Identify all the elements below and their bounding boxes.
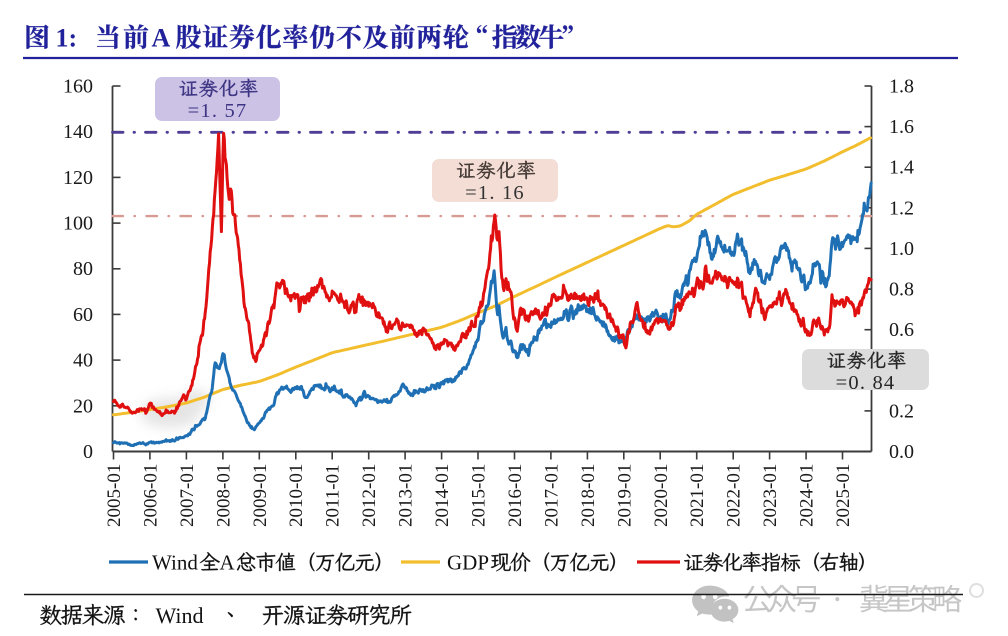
svg-text:2009-01: 2009-01 (250, 464, 271, 527)
svg-text:2025-01: 2025-01 (833, 464, 854, 527)
svg-text:1.2: 1.2 (889, 197, 914, 219)
svg-text:1:: 1: (56, 24, 78, 53)
svg-text:2011-01: 2011-01 (323, 464, 344, 527)
svg-text:2006-01: 2006-01 (140, 464, 161, 527)
svg-text:2008-01: 2008-01 (213, 464, 234, 527)
svg-text:0: 0 (83, 441, 93, 463)
svg-text:2016-01: 2016-01 (505, 464, 526, 527)
svg-text:2023-01: 2023-01 (760, 464, 781, 527)
svg-text:2010-01: 2010-01 (286, 464, 307, 527)
svg-text:2018-01: 2018-01 (578, 464, 599, 527)
svg-text:0.6: 0.6 (889, 319, 914, 341)
svg-text:160: 160 (63, 76, 93, 98)
svg-text:A: A (152, 24, 171, 53)
svg-text:2015-01: 2015-01 (469, 464, 490, 527)
svg-text:2021-01: 2021-01 (687, 464, 708, 527)
svg-text:80: 80 (73, 258, 93, 280)
svg-text:2014-01: 2014-01 (432, 464, 453, 527)
svg-text:A: A (220, 551, 236, 575)
svg-text:0.8: 0.8 (889, 279, 914, 301)
svg-text:1.8: 1.8 (889, 76, 914, 98)
svg-text:2005-01: 2005-01 (104, 464, 125, 527)
svg-text:Wind: Wind (152, 551, 198, 575)
svg-text:100: 100 (63, 213, 93, 235)
svg-text:1.6: 1.6 (889, 116, 914, 138)
svg-text:120: 120 (63, 167, 93, 189)
svg-text:0.0: 0.0 (889, 441, 914, 463)
svg-text:140: 140 (63, 121, 93, 143)
svg-text:2024-01: 2024-01 (797, 464, 818, 527)
svg-text:2019-01: 2019-01 (614, 464, 635, 527)
svg-text:1.0: 1.0 (889, 238, 914, 260)
svg-text:Wind: Wind (156, 603, 204, 628)
svg-text:20: 20 (73, 395, 93, 417)
svg-text:0.2: 0.2 (889, 400, 914, 422)
svg-text:60: 60 (73, 304, 93, 326)
svg-text:2013-01: 2013-01 (396, 464, 417, 527)
svg-text:2007-01: 2007-01 (177, 464, 198, 527)
svg-text:=1. 16: =1. 16 (465, 182, 525, 204)
svg-text:2012-01: 2012-01 (359, 464, 380, 527)
svg-text:40: 40 (73, 350, 93, 372)
svg-text:2020-01: 2020-01 (651, 464, 672, 527)
svg-text:GDP: GDP (447, 551, 489, 575)
svg-text:2022-01: 2022-01 (724, 464, 745, 527)
svg-text:=1. 57: =1. 57 (188, 100, 248, 122)
svg-text:2017-01: 2017-01 (541, 464, 562, 527)
svg-text:1.4: 1.4 (889, 157, 914, 179)
svg-text:=0. 84: =0. 84 (836, 372, 896, 394)
